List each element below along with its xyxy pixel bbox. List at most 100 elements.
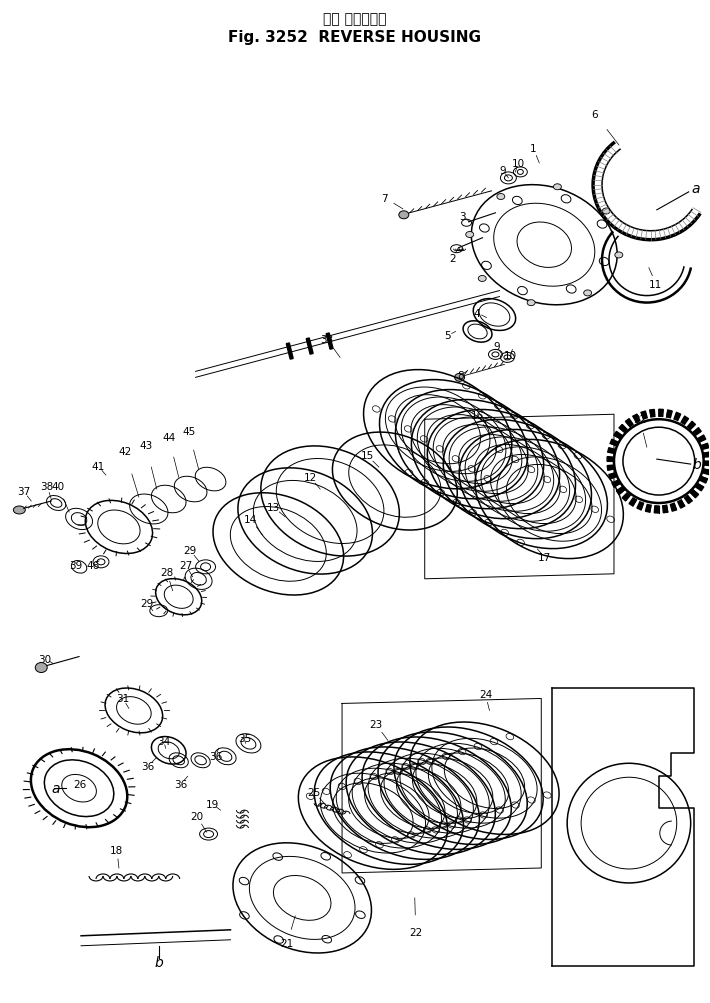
Polygon shape — [619, 425, 627, 433]
Text: 43: 43 — [139, 440, 153, 450]
Text: 22: 22 — [409, 927, 422, 937]
Text: Fig. 3252  REVERSE HOUSING: Fig. 3252 REVERSE HOUSING — [229, 30, 481, 45]
Polygon shape — [659, 410, 663, 417]
Polygon shape — [326, 334, 333, 350]
Polygon shape — [704, 461, 710, 466]
Polygon shape — [696, 484, 704, 491]
Text: 11: 11 — [649, 279, 662, 289]
Text: 21: 21 — [280, 938, 294, 948]
Text: 36: 36 — [209, 751, 222, 761]
Text: 39: 39 — [70, 561, 83, 571]
Text: 10: 10 — [512, 158, 525, 169]
Text: b: b — [692, 457, 701, 471]
Polygon shape — [637, 503, 643, 511]
Text: 45: 45 — [182, 426, 195, 436]
Text: 17: 17 — [537, 553, 551, 563]
Ellipse shape — [36, 663, 47, 673]
Polygon shape — [629, 498, 636, 507]
Polygon shape — [702, 469, 710, 475]
Text: 46: 46 — [87, 561, 99, 571]
Polygon shape — [684, 496, 692, 505]
Text: 31: 31 — [116, 694, 129, 704]
Text: 4: 4 — [473, 308, 480, 318]
Text: 37: 37 — [16, 486, 30, 496]
Text: 24: 24 — [479, 690, 492, 700]
Polygon shape — [703, 452, 710, 457]
Polygon shape — [610, 439, 618, 446]
Text: 7: 7 — [381, 194, 388, 204]
Text: 後進 ハウジング: 後進 ハウジング — [323, 12, 387, 26]
Polygon shape — [608, 448, 616, 454]
Text: 29: 29 — [140, 598, 153, 608]
Text: 40: 40 — [52, 481, 65, 491]
Text: 15: 15 — [361, 450, 373, 460]
Polygon shape — [687, 422, 695, 430]
Text: 36: 36 — [174, 779, 187, 789]
Polygon shape — [626, 419, 633, 427]
Text: 2: 2 — [449, 254, 456, 264]
Text: 33: 33 — [320, 335, 334, 345]
Text: 25: 25 — [307, 787, 321, 797]
Polygon shape — [608, 473, 617, 479]
Text: 29: 29 — [183, 546, 196, 556]
Text: 18: 18 — [110, 846, 124, 856]
Text: 44: 44 — [162, 432, 175, 442]
Polygon shape — [616, 487, 625, 494]
Text: 10: 10 — [504, 351, 517, 361]
Text: 14: 14 — [244, 515, 257, 525]
Polygon shape — [650, 410, 655, 417]
Polygon shape — [614, 432, 622, 439]
Polygon shape — [612, 480, 620, 487]
Ellipse shape — [553, 185, 562, 191]
Polygon shape — [667, 410, 672, 418]
Text: 41: 41 — [92, 461, 104, 471]
Text: 23: 23 — [369, 720, 383, 729]
Ellipse shape — [399, 212, 409, 220]
Text: 5: 5 — [444, 331, 451, 341]
Text: 19: 19 — [206, 799, 219, 809]
Text: 28: 28 — [160, 568, 173, 578]
Ellipse shape — [602, 209, 611, 215]
Text: a: a — [692, 182, 700, 196]
Text: 32: 32 — [633, 415, 647, 425]
Text: 35: 35 — [238, 733, 251, 743]
Polygon shape — [306, 339, 313, 355]
Polygon shape — [655, 507, 659, 514]
Polygon shape — [670, 504, 677, 512]
Polygon shape — [607, 457, 614, 461]
Text: 42: 42 — [119, 446, 131, 456]
Polygon shape — [674, 413, 681, 421]
Polygon shape — [681, 417, 689, 425]
Polygon shape — [607, 465, 615, 470]
Text: 16: 16 — [471, 411, 484, 421]
Text: 26: 26 — [73, 779, 87, 789]
Text: 34: 34 — [157, 736, 170, 746]
Text: 13: 13 — [267, 503, 280, 513]
Ellipse shape — [479, 276, 486, 282]
Polygon shape — [633, 414, 640, 423]
Polygon shape — [622, 493, 630, 502]
Text: b: b — [154, 955, 163, 969]
Text: 3: 3 — [459, 212, 466, 222]
Polygon shape — [698, 435, 706, 442]
Polygon shape — [691, 490, 699, 498]
Text: 8: 8 — [457, 371, 464, 381]
Text: 9: 9 — [499, 165, 506, 176]
Ellipse shape — [584, 291, 591, 297]
Ellipse shape — [615, 253, 623, 259]
Text: 20: 20 — [190, 811, 203, 821]
Polygon shape — [662, 506, 668, 514]
Text: 1: 1 — [530, 143, 537, 153]
Polygon shape — [645, 505, 651, 513]
Polygon shape — [701, 444, 709, 450]
Ellipse shape — [466, 233, 474, 239]
Text: 9: 9 — [493, 342, 500, 352]
Text: 36: 36 — [141, 761, 155, 771]
Text: 38: 38 — [40, 481, 54, 491]
Polygon shape — [286, 344, 293, 360]
Ellipse shape — [497, 195, 505, 201]
Text: a: a — [52, 781, 60, 795]
Polygon shape — [699, 477, 707, 483]
Ellipse shape — [454, 374, 464, 382]
Polygon shape — [693, 428, 701, 436]
